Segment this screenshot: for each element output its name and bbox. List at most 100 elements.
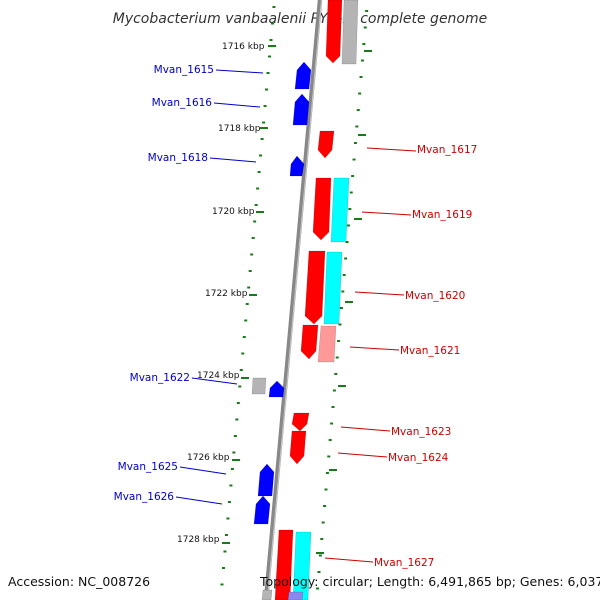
gene-mvan-1618-arrow — [289, 155, 305, 177]
gene-label-mvan-1615[interactable]: Mvan_1615 — [154, 64, 214, 76]
minor-tick — [323, 505, 327, 507]
minor-tick — [330, 422, 334, 425]
kbp-scale: 1716 kbp 1718 kbp 1720 kbp 1722 kbp 1724… — [177, 42, 276, 545]
minor-tick — [352, 158, 356, 161]
minor-tick — [238, 385, 242, 388]
minor-tick — [321, 521, 325, 524]
gene-label-mvan-1625[interactable]: Mvan_1625 — [118, 461, 178, 473]
minor-tick — [337, 340, 341, 342]
minor-tick — [332, 389, 336, 392]
minor-tick — [244, 319, 248, 322]
gene-mvan-1619-arrow — [312, 177, 332, 241]
minor-tick — [358, 92, 362, 95]
outer-tick-track — [316, 10, 372, 590]
minor-tick — [265, 88, 269, 91]
topology-text: Topology: circular; Length: 6,491,865 bp… — [260, 574, 600, 589]
minor-tick — [254, 204, 258, 206]
gene-mvan-1615-arrow — [294, 61, 312, 90]
minor-tick — [335, 356, 339, 359]
minor-tick — [359, 76, 363, 78]
gene-label-mvan-1617[interactable]: Mvan_1617 — [417, 144, 477, 156]
minor-tick — [262, 121, 266, 124]
gene-unnamed-top-forward — [325, 0, 343, 64]
minor-tick — [233, 435, 237, 437]
minor-tick — [328, 439, 332, 441]
minor-tick — [230, 468, 234, 470]
minor-tick — [257, 171, 261, 173]
minor-tick — [345, 241, 349, 243]
gene-leader — [354, 291, 405, 296]
gene-leader — [337, 452, 388, 458]
minor-tick — [362, 43, 366, 45]
gene-label-mvan-1618[interactable]: Mvan_1618 — [148, 152, 208, 164]
minor-tick — [270, 22, 274, 25]
genome-backbone — [263, 0, 323, 600]
gene-mvan-1619-cyan — [330, 177, 350, 243]
minor-tick — [241, 352, 245, 355]
gene-leader — [361, 211, 412, 216]
forward-gene-labels: Mvan_1617 Mvan_1619 Mvan_1620 Mvan_1621 … — [324, 144, 477, 569]
kbp-label: 1720 kbp — [212, 207, 255, 217]
minor-tick — [334, 373, 338, 375]
minor-tick — [242, 336, 246, 338]
minor-tick — [239, 369, 243, 371]
minor-tick — [338, 323, 342, 326]
minor-tick — [342, 274, 346, 276]
gene-label-mvan-1619[interactable]: Mvan_1619 — [412, 209, 472, 221]
minor-tick — [229, 484, 233, 487]
minor-tick — [344, 257, 348, 260]
minor-tick — [272, 6, 276, 8]
gene-unnamed-bottom-gray — [261, 589, 273, 600]
kbp-label: 1724 kbp — [197, 371, 240, 381]
minor-tick — [324, 488, 328, 491]
gene-leader — [213, 102, 261, 108]
gene-leader — [209, 157, 257, 163]
minor-tick — [355, 125, 359, 128]
gene-mvan-1626-arrow — [253, 495, 271, 525]
genome-backbone-highlight — [267, 0, 322, 600]
kbp-label: 1728 kbp — [177, 535, 220, 545]
minor-tick — [269, 39, 273, 41]
inner-tick-track — [220, 6, 276, 586]
gene-label-mvan-1620[interactable]: Mvan_1620 — [405, 290, 465, 302]
minor-tick — [268, 55, 272, 58]
minor-tick — [353, 142, 357, 144]
gene-label-mvan-1623[interactable]: Mvan_1623 — [391, 426, 451, 438]
feature-track — [251, 0, 359, 600]
minor-tick — [232, 451, 236, 454]
minor-tick — [363, 26, 367, 29]
gene-leader — [340, 426, 391, 432]
gene-mvan-1620-cyan — [323, 251, 343, 325]
kbp-label: 1726 kbp — [187, 453, 230, 463]
gene-label-mvan-1627[interactable]: Mvan_1627 — [374, 557, 434, 569]
minor-tick — [266, 72, 270, 74]
gene-label-mvan-1626[interactable]: Mvan_1626 — [114, 491, 175, 503]
gene-leader — [175, 496, 223, 505]
minor-tick — [339, 307, 343, 309]
gene-label-mvan-1616[interactable]: Mvan_1616 — [152, 97, 213, 109]
gene-leader — [191, 377, 238, 385]
gene-label-mvan-1624[interactable]: Mvan_1624 — [388, 452, 449, 464]
minor-tick — [263, 105, 267, 107]
minor-tick — [349, 191, 353, 194]
gene-mvan-1620-arrow — [304, 250, 326, 325]
gene-unnamed-gray-1 — [251, 377, 267, 395]
accession-text: Accession: NC_008726 — [8, 574, 151, 589]
minor-tick — [317, 571, 321, 573]
minor-tick — [356, 109, 360, 111]
gene-mvan-1627-arrow — [274, 529, 294, 600]
gene-mvan-1625-arrow — [257, 463, 275, 497]
minor-tick — [248, 270, 252, 272]
minor-tick — [253, 220, 257, 223]
minor-tick — [341, 290, 345, 293]
minor-tick — [320, 538, 324, 540]
gene-label-mvan-1621[interactable]: Mvan_1621 — [400, 345, 460, 357]
gene-mvan-1624-arrow — [289, 430, 307, 465]
minor-tick — [250, 253, 254, 256]
gene-label-mvan-1622[interactable]: Mvan_1622 — [130, 372, 190, 384]
minor-tick — [224, 534, 228, 536]
minor-tick — [351, 175, 355, 177]
gene-mvan-1616-arrow — [292, 93, 310, 126]
minor-tick — [331, 406, 335, 408]
minor-tick — [227, 501, 231, 503]
